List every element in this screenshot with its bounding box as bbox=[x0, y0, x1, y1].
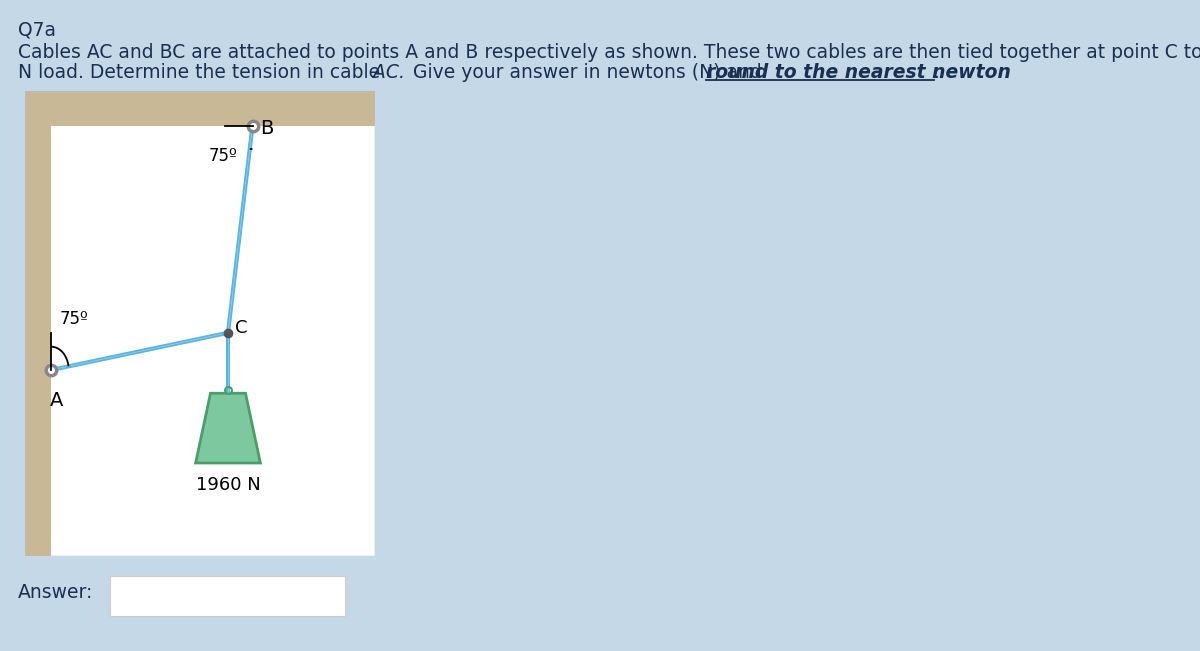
Text: Cables AC and BC are attached to points A and B respectively as shown. These two: Cables AC and BC are attached to points … bbox=[18, 43, 1200, 62]
Text: Q7a: Q7a bbox=[18, 21, 56, 40]
Text: 75º: 75º bbox=[60, 310, 89, 328]
Text: round to the nearest newton: round to the nearest newton bbox=[706, 63, 1010, 82]
Text: 75º: 75º bbox=[209, 147, 238, 165]
Bar bbox=[25, 91, 374, 126]
Text: A: A bbox=[50, 391, 64, 409]
Text: N load. Determine the tension in cable: N load. Determine the tension in cable bbox=[18, 63, 386, 82]
Text: .: . bbox=[934, 63, 940, 82]
FancyBboxPatch shape bbox=[110, 576, 346, 616]
Text: Give your answer in newtons (N) and: Give your answer in newtons (N) and bbox=[401, 63, 768, 82]
Text: Answer:: Answer: bbox=[18, 583, 94, 602]
Text: B: B bbox=[260, 118, 274, 138]
Text: AC.: AC. bbox=[373, 63, 406, 82]
Polygon shape bbox=[196, 393, 260, 463]
Bar bbox=[25, 91, 52, 556]
Text: 1960 N: 1960 N bbox=[196, 476, 260, 494]
Text: C: C bbox=[235, 319, 247, 337]
